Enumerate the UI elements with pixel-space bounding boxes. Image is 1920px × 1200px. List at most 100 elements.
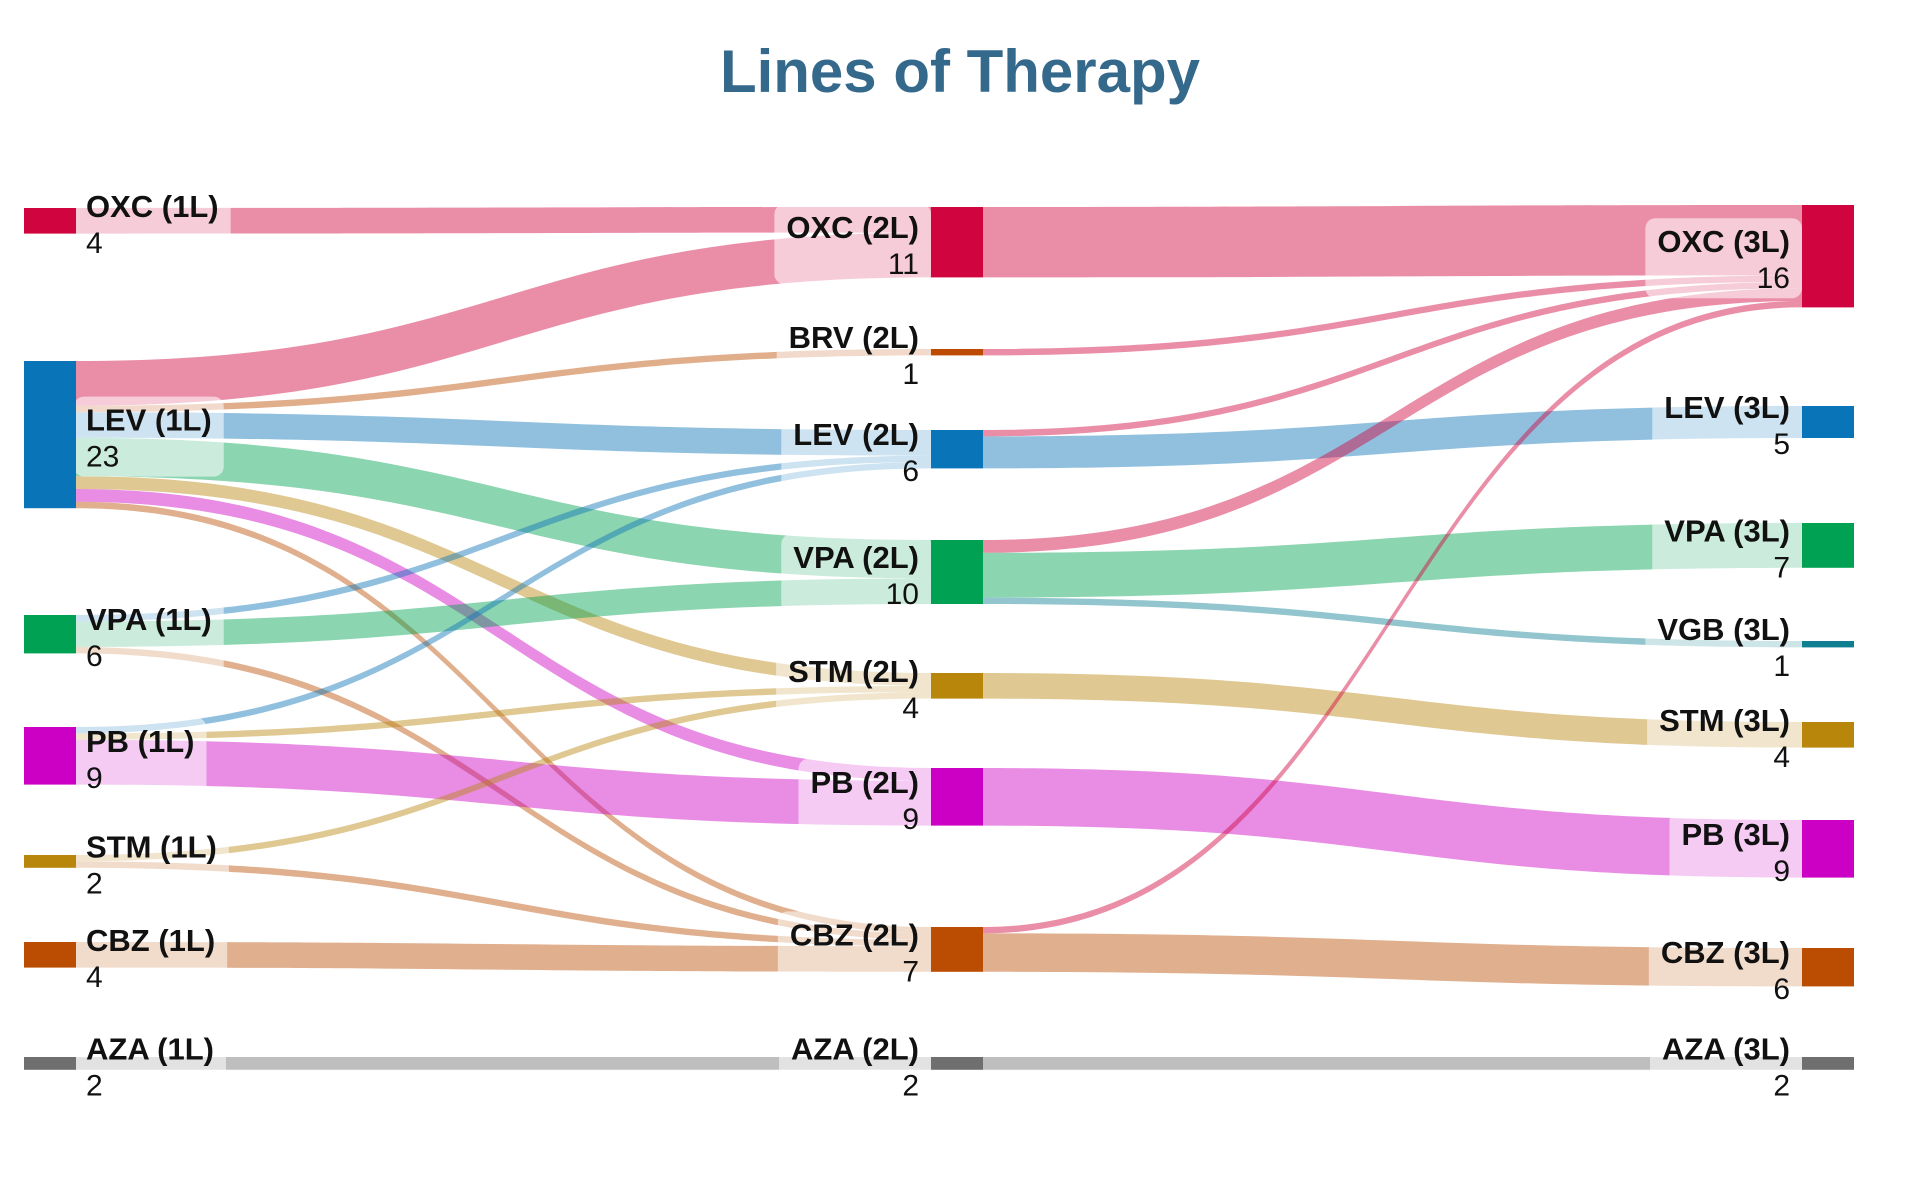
sankey-link-LEV1-to-VPA2[interactable]: [76, 437, 931, 579]
sankey-link-LEV1-to-STM2[interactable]: [76, 476, 931, 686]
sankey-node-STM2[interactable]: [931, 673, 983, 699]
sankey-node-label-PB2: PB (2L): [811, 765, 920, 800]
sankey-node-STM3[interactable]: [1802, 722, 1854, 748]
sankey-node-PB2[interactable]: [931, 768, 983, 826]
sankey-link-LEV1-to-LEV2[interactable]: [76, 412, 931, 456]
sankey-node-label-CBZ1: CBZ (1L): [86, 923, 215, 958]
sankey-node-value-LEV2: 6: [902, 455, 919, 488]
sankey-node-value-PB1: 9: [86, 762, 103, 795]
sankey-link-PB2-to-PB3[interactable]: [983, 768, 1802, 878]
sankey-node-value-OXC3: 16: [1757, 262, 1790, 295]
sankey-link-CBZ2-to-CBZ3[interactable]: [983, 933, 1802, 987]
sankey-node-label-BRV2: BRV (2L): [789, 320, 919, 355]
sankey-link-VPA2-to-VPA3[interactable]: [983, 523, 1802, 598]
sankey-node-value-CBZ2: 7: [902, 955, 919, 988]
sankey-node-label-OXC3: OXC (3L): [1657, 224, 1790, 259]
sankey-label-box-CBZ3: [1648, 929, 1802, 1010]
sankey-node-value-STM3: 4: [1773, 741, 1790, 774]
sankey-node-label-OXC1: OXC (1L): [86, 189, 219, 224]
sankey-node-label-AZA1: AZA (1L): [86, 1031, 214, 1066]
sankey-node-label-PB3: PB (3L): [1682, 817, 1791, 852]
sankey-link-LEV2-to-OXC3[interactable]: [983, 281, 1802, 437]
sankey-link-VPA1-to-CBZ2[interactable]: [76, 647, 931, 940]
sankey-node-label-VPA2: VPA (2L): [793, 540, 919, 575]
sankey-node-label-LEV2: LEV (2L): [793, 417, 919, 452]
sankey-node-AZA3[interactable]: [1802, 1057, 1854, 1070]
sankey-node-VGB3[interactable]: [1802, 641, 1854, 648]
sankey-node-CBZ1[interactable]: [24, 942, 76, 968]
sankey-node-value-AZA3: 2: [1773, 1069, 1790, 1102]
sankey-node-PB1[interactable]: [24, 727, 76, 785]
sankey-link-VPA1-to-VPA2[interactable]: [76, 578, 931, 647]
sankey-node-CBZ3[interactable]: [1802, 948, 1854, 987]
sankey-label-box-VPA2: [781, 534, 931, 614]
sankey-label-box-STM2: [776, 647, 931, 728]
sankey-node-label-VPA1: VPA (1L): [86, 602, 212, 637]
sankey-node-label-STM1: STM (1L): [86, 829, 217, 864]
sankey-label-box-VPA1: [74, 596, 224, 677]
sankey-link-AZA2-to-AZA3[interactable]: [983, 1057, 1802, 1070]
sankey-link-PB1-to-LEV2[interactable]: [76, 462, 931, 734]
sankey-node-label-CBZ2: CBZ (2L): [790, 917, 919, 952]
sankey-node-BRV2[interactable]: [931, 349, 983, 356]
sankey-link-PB1-to-STM2[interactable]: [76, 685, 931, 740]
sankey-label-box-AZA1: [74, 1025, 226, 1106]
sankey-node-VPA2[interactable]: [931, 540, 983, 604]
sankey-node-AZA1[interactable]: [24, 1057, 76, 1070]
chart-title: Lines of Therapy: [720, 38, 1201, 105]
sankey-link-STM1-to-STM2[interactable]: [76, 692, 931, 862]
sankey-node-value-PB2: 9: [902, 803, 919, 836]
sankey-label-box-OXC2: [774, 204, 931, 285]
sankey-node-value-BRV2: 1: [902, 358, 919, 391]
sankey-node-STM1[interactable]: [24, 855, 76, 868]
sankey-node-label-AZA3: AZA (3L): [1662, 1031, 1790, 1066]
sankey-link-LEV1-to-BRV2[interactable]: [76, 349, 931, 413]
sankey-node-OXC2[interactable]: [931, 207, 983, 278]
sankey-link-VPA2-to-OXC3[interactable]: [983, 288, 1802, 553]
sankey-label-box-BRV2: [776, 314, 931, 395]
sankey-node-LEV2[interactable]: [931, 430, 983, 469]
sankey-node-value-VGB3: 1: [1773, 650, 1790, 683]
sankey-label-box-PB1: [74, 717, 207, 798]
sankey-link-VPA1-to-LEV2[interactable]: [76, 455, 931, 622]
sankey-link-VPA2-to-VGB3[interactable]: [983, 597, 1802, 648]
sankey-node-label-VGB3: VGB (3L): [1657, 612, 1790, 647]
sankey-node-LEV3[interactable]: [1802, 406, 1854, 438]
sankey-link-BRV2-to-OXC3[interactable]: [983, 275, 1802, 356]
sankey-node-value-OXC2: 11: [888, 248, 919, 281]
sankey-node-label-VPA3: VPA (3L): [1664, 513, 1790, 548]
sankey-link-STM1-to-CBZ2[interactable]: [76, 861, 931, 947]
sankey-node-VPA3[interactable]: [1802, 523, 1854, 568]
sankey-label-box-PB3: [1669, 810, 1802, 891]
sankey-node-OXC1[interactable]: [24, 208, 76, 234]
sankey-node-OXC3[interactable]: [1802, 205, 1854, 308]
sankey-link-LEV1-to-PB2[interactable]: [76, 489, 931, 781]
sankey-node-LEV1[interactable]: [24, 361, 76, 509]
sankey-label-box-OXC1: [74, 182, 231, 263]
sankey-node-AZA2[interactable]: [931, 1057, 983, 1070]
sankey-node-value-CBZ1: 4: [86, 961, 103, 994]
sankey-link-LEV2-to-LEV3[interactable]: [983, 406, 1802, 469]
sankey-label-box-AZA2: [779, 1025, 931, 1106]
sankey-node-label-OXC2: OXC (2L): [786, 210, 919, 245]
sankey-node-value-AZA1: 2: [86, 1069, 103, 1102]
sankey-node-PB3[interactable]: [1802, 820, 1854, 878]
sankey-node-VPA1[interactable]: [24, 615, 76, 654]
sankey-label-box-AZA3: [1650, 1025, 1802, 1106]
sankey-link-PB1-to-PB2[interactable]: [76, 739, 931, 826]
sankey-node-CBZ2[interactable]: [931, 927, 983, 972]
sankey-label-box-CBZ1: [74, 916, 228, 997]
sankey-link-AZA1-to-AZA2[interactable]: [76, 1057, 931, 1070]
sankey-node-label-LEV1: LEV (1L): [86, 403, 212, 438]
sankey-node-value-VPA2: 10: [886, 578, 919, 611]
sankey-link-LEV1-to-CBZ2[interactable]: [76, 501, 931, 934]
sankey-link-OXC2-to-OXC3[interactable]: [983, 205, 1802, 278]
sankey-link-CBZ2-to-OXC3[interactable]: [983, 301, 1802, 934]
sankey-link-OXC1-to-OXC2[interactable]: [76, 207, 931, 234]
sankey-link-LEV1-to-OXC2[interactable]: [76, 232, 931, 406]
sankey-node-value-STM1: 2: [86, 867, 103, 900]
sankey-link-STM2-to-STM3[interactable]: [983, 673, 1802, 748]
sankey-node-label-LEV3: LEV (3L): [1664, 390, 1790, 425]
sankey-link-CBZ1-to-CBZ2[interactable]: [76, 942, 931, 972]
